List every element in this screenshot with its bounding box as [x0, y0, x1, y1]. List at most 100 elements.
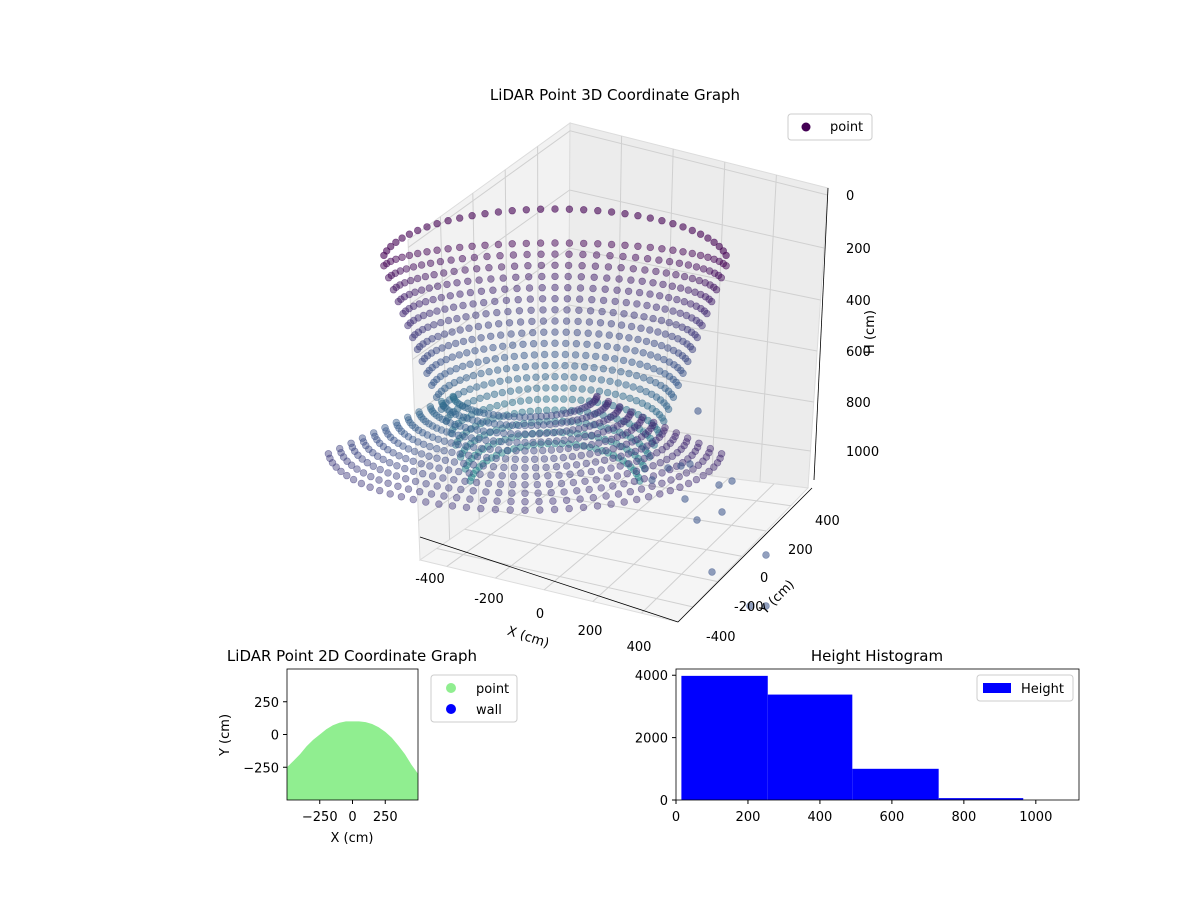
scatter-point: [535, 497, 543, 506]
scatter-point: [562, 427, 571, 435]
scatter-point: [494, 208, 503, 216]
scatter-point: [507, 330, 515, 338]
scatter-point: [599, 428, 607, 436]
y-tick-label: 400: [815, 514, 840, 529]
scatter-point: [566, 408, 574, 416]
scatter-point: [369, 462, 377, 470]
scatter-point: [660, 355, 668, 364]
scatter-point: [622, 440, 631, 448]
scatter-point: [435, 464, 443, 472]
scatter-point: [676, 483, 684, 491]
scatter-point: [489, 343, 497, 352]
scatter-point: [500, 463, 508, 472]
scatter-point: [447, 256, 455, 264]
scatter-point: [538, 295, 547, 303]
scatter-point: [637, 445, 646, 453]
scatter-point: [428, 472, 437, 480]
scatter-point: [537, 250, 545, 258]
scatter-point: [487, 332, 495, 340]
scatter-point: [650, 339, 658, 348]
chart-2d-title: LiDAR Point 2D Coordinate Graph: [227, 647, 477, 665]
scatter-point: [454, 431, 462, 439]
scatter-point: [559, 406, 567, 414]
scatter-point: [538, 284, 546, 292]
scatter-point: [526, 413, 535, 421]
scatter-point: [594, 433, 603, 442]
back-left-grid-line: [504, 169, 510, 499]
scatter-point: [473, 452, 482, 461]
scatter-point: [564, 272, 572, 281]
scatter-point: [631, 347, 639, 355]
chart-3d: LiDAR Point 3D Coordinate Graph -400 -200…: [324, 86, 879, 655]
x-grid-line: [495, 466, 639, 579]
y-tick-label: 0: [760, 571, 768, 586]
z-tick-label: 600: [846, 345, 871, 360]
scatter-point: [626, 394, 634, 402]
scatter-point: [452, 339, 460, 348]
scatter-point: [585, 318, 594, 326]
scatter-point: [399, 309, 407, 318]
scatter-point: [537, 412, 545, 421]
scatter-point: [606, 252, 614, 260]
scatter-point: [474, 322, 483, 331]
scatter-point: [677, 462, 685, 470]
scatter-point: [409, 457, 417, 465]
scatter-point: [508, 421, 517, 429]
scatter-point: [482, 356, 491, 365]
scatter-point: [494, 240, 503, 249]
scatter-point: [433, 482, 441, 490]
scatter-point: [542, 412, 551, 420]
scatter-point: [486, 428, 494, 436]
scatter-point: [539, 421, 548, 429]
scatter-point: [663, 455, 671, 464]
scatter-point: [693, 516, 701, 524]
y-tick-label: -400: [706, 630, 736, 645]
scatter-point: [440, 447, 448, 455]
legend-3d-marker: [801, 122, 811, 132]
scatter-point: [621, 210, 629, 218]
legend-3d-label: point: [830, 120, 863, 135]
scatter-point: [510, 464, 519, 472]
x-tick-label-2d: −250: [302, 810, 338, 825]
scatter-point: [547, 488, 555, 497]
y-tick-label: 200: [788, 543, 813, 558]
scatter-point: [652, 267, 660, 276]
scatter-point: [649, 462, 657, 470]
histogram-title: Height Histogram: [811, 647, 943, 665]
scatter-point: [433, 454, 441, 462]
scatter-point: [511, 455, 519, 463]
scatter-point: [456, 326, 464, 334]
scatter-point: [557, 419, 566, 427]
scatter-point: [398, 253, 406, 261]
scatter-point: [549, 497, 557, 505]
scatter-point: [710, 255, 718, 263]
scatter-point: [563, 295, 572, 303]
scatter-point: [469, 461, 478, 469]
scatter-point: [602, 447, 610, 455]
scatter-point: [622, 345, 630, 353]
x-tick-label-hist: 800: [951, 810, 976, 825]
scatter-point: [486, 403, 494, 412]
scatter-point: [679, 223, 687, 231]
scatter-point: [444, 245, 452, 253]
scatter-point: [629, 265, 637, 273]
scatter-point: [581, 433, 589, 441]
scatter-point: [643, 301, 651, 310]
scatter-point: [540, 455, 549, 463]
scatter-point: [532, 472, 541, 480]
scatter-point: [580, 442, 588, 450]
scatter-point: [575, 295, 584, 303]
y-tick-label-2d: 250: [254, 696, 279, 711]
scatter-point: [571, 351, 580, 359]
scatter-point: [637, 324, 645, 332]
scatter-point: [675, 259, 684, 267]
scatter-point: [622, 298, 630, 307]
scatter-point: [482, 310, 490, 318]
scatter-point: [381, 424, 389, 432]
scatter-point: [605, 331, 613, 339]
scatter-point: [461, 433, 469, 441]
y-tick-label-2d: 0: [271, 729, 279, 744]
scatter-point: [489, 463, 498, 471]
scatter-point: [502, 296, 511, 305]
